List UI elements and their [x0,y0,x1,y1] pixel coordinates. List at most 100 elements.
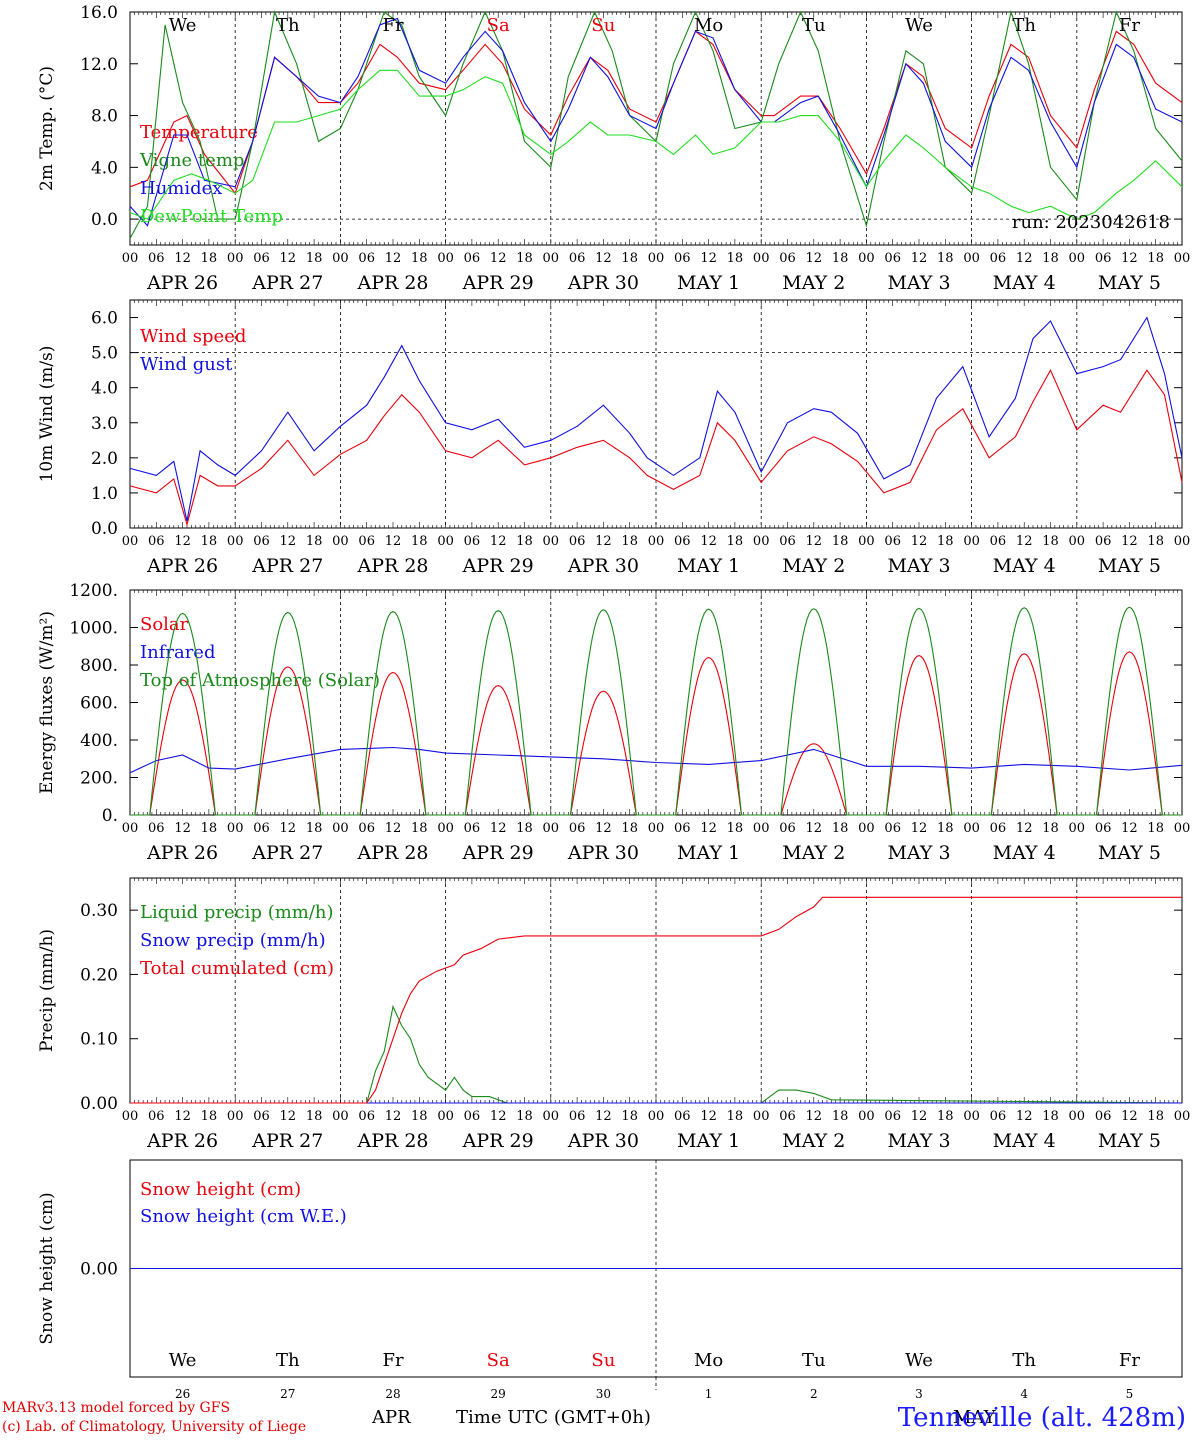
hour-label: 18 [201,534,218,549]
legend-entry: Total cumulated (cm) [140,958,334,979]
hour-label: 18 [832,821,849,836]
y-tick-label: 1.0 [91,484,118,504]
y-tick-label: 4.0 [91,379,118,399]
hour-label: 12 [385,251,402,266]
hour-label: 18 [1042,534,1059,549]
weekday-label: Th [1012,1350,1036,1371]
hour-label: 18 [727,534,744,549]
date-label: MAY 5 [1098,1130,1161,1152]
date-label: APR 26 [146,272,218,294]
hour-label: 06 [148,1109,165,1124]
date-label: APR 27 [251,272,323,294]
day-number: 2 [810,1387,818,1401]
hour-label: 00 [332,1109,349,1124]
series-line-2 [130,896,1182,1104]
date-label: MAY 1 [677,1130,740,1152]
hour-label: 06 [779,821,796,836]
hour-label: 00 [858,534,875,549]
hour-label: 06 [884,821,901,836]
hour-label: 12 [280,534,297,549]
hour-label: 18 [1042,821,1059,836]
date-label: APR 26 [146,842,218,864]
hour-label: 06 [990,251,1007,266]
hour-label: 06 [358,821,375,836]
hour-label: 12 [806,534,823,549]
hour-label: 00 [543,534,560,549]
date-label: APR 29 [462,555,534,577]
hour-label: 06 [358,534,375,549]
panel-wind: 6.0 5.0 4.0 3.0 2.0 1.0 0.0 10m Wind (m/s) Wind … [37,299,1190,577]
weekday-label: We [905,15,933,36]
series-line-2 [129,17,1183,227]
series-line-3 [129,69,1183,220]
date-label: APR 30 [567,272,639,294]
hour-label: 12 [490,534,507,549]
series-line-1 [129,746,1183,774]
weekday-label: Fr [382,1350,403,1371]
date-label: APR 29 [462,842,534,864]
series-line-0 [129,30,1183,195]
hour-label: 00 [963,1109,980,1124]
hour-label: 00 [332,534,349,549]
hour-label: 12 [911,821,928,836]
hour-label: 18 [1042,251,1059,266]
day-number: 26 [175,1387,190,1401]
y-tick-label: 8.0 [91,107,118,127]
date-label: APR 30 [567,555,639,577]
hour-label: 12 [595,821,612,836]
y-axis-label: 10m Wind (m/s) [37,346,57,483]
hour-label: 00 [753,251,770,266]
y-tick-label: 6.0 [91,309,118,329]
legend-entry: Snow height (cm W.E.) [140,1206,347,1227]
hour-label: 00 [753,1109,770,1124]
hour-label: 18 [411,1109,428,1124]
hour-label: 00 [437,821,454,836]
weekday-label: Mo [694,1350,723,1371]
hour-label: 12 [280,251,297,266]
date-label: MAY 2 [782,555,845,577]
month-label-may: MAY [953,1407,996,1428]
hour-label: 18 [516,534,533,549]
date-label: MAY 3 [887,272,950,294]
hour-label: 18 [1042,1109,1059,1124]
date-label: MAY 4 [993,272,1056,294]
hour-label: 12 [174,821,191,836]
hour-label: 00 [437,251,454,266]
hour-label: 06 [464,251,481,266]
hour-label: 12 [806,821,823,836]
hour-label: 06 [1095,821,1112,836]
hour-label: 00 [543,821,560,836]
date-label: MAY 5 [1098,555,1161,577]
y-tick-label: 3.0 [91,414,118,434]
weekday-label: Tu [802,15,826,36]
date-label: MAY 1 [677,272,740,294]
hour-label: 18 [621,251,638,266]
hour-label: 18 [516,1109,533,1124]
date-label: APR 27 [251,555,323,577]
hour-label: 00 [437,534,454,549]
plot-frame [129,589,1183,816]
hour-label: 00 [332,821,349,836]
series-line-1 [129,9,1183,239]
weekday-label: Tu [802,1350,826,1371]
hour-label: 06 [464,821,481,836]
hour-label: 00 [648,251,665,266]
date-label: APR 26 [146,1130,218,1152]
panel-snow: 0.00 Snow height (cm) Snow height (cm) Snow… [37,1159,1183,1401]
hour-label: 12 [490,1109,507,1124]
hour-label: 06 [674,821,691,836]
hour-label: 00 [1174,821,1191,836]
hour-label: 06 [1095,534,1112,549]
hour-label: 00 [963,251,980,266]
panel-temp: 16.0 12.0 8.0 4.0 0.0 2m Temp. (°C) Temperatur… [37,3,1190,294]
hour-label: 00 [963,821,980,836]
hour-label: 18 [1147,821,1164,836]
hour-label: 12 [174,251,191,266]
date-label: APR 29 [462,272,534,294]
hour-label: 06 [253,1109,270,1124]
hour-label: 06 [358,251,375,266]
hour-label: 00 [1174,251,1191,266]
hour-label: 06 [253,251,270,266]
date-label: MAY 4 [993,842,1056,864]
y-tick-label: 2.0 [91,449,118,469]
